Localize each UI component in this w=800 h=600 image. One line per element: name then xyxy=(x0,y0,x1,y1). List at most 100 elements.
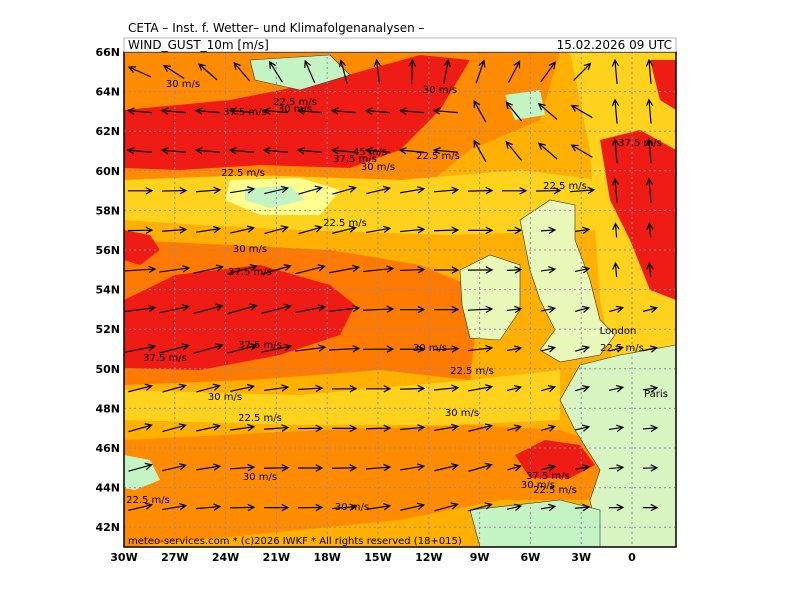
wind-arrow xyxy=(645,137,654,164)
wind-arrows xyxy=(124,58,659,512)
wind-arrow xyxy=(541,345,557,353)
wind-arrow xyxy=(400,463,426,471)
wind-arrow xyxy=(330,146,357,155)
wind-arrow xyxy=(193,343,224,354)
wind-arrow xyxy=(263,424,290,432)
contour-label: 37.5 m/s xyxy=(143,353,187,364)
wind-arrow xyxy=(124,265,157,274)
wind-arrow xyxy=(540,266,557,274)
lon-label: 3W xyxy=(571,551,591,564)
wind-arrow xyxy=(475,59,486,84)
wind-arrow xyxy=(507,384,523,393)
wind-arrow xyxy=(128,502,153,511)
lat-label: 64N xyxy=(95,86,120,99)
contour-label: 37.5 m/s xyxy=(526,471,570,482)
wind-arrow xyxy=(162,423,187,433)
wind-arrow xyxy=(330,107,357,115)
wind-arrow xyxy=(366,225,392,234)
wind-arrow xyxy=(196,463,222,471)
contour-label: 22.5 m/s xyxy=(600,343,644,354)
wind-arrow xyxy=(162,502,188,511)
wind-arrow xyxy=(608,424,625,432)
wind-arrow xyxy=(261,303,292,314)
wind-arrow xyxy=(365,424,392,432)
wind-arrow xyxy=(298,464,324,472)
lat-label: 60N xyxy=(95,165,120,178)
wind-arrow xyxy=(331,464,358,472)
wind-arrow xyxy=(297,384,324,393)
wind-arrow xyxy=(443,58,451,84)
contour-label: 37.5 m/s xyxy=(618,138,662,149)
contour-label: 22.5 m/s xyxy=(273,97,317,108)
wind-arrow xyxy=(126,107,153,115)
contour-label: 22.5 m/s xyxy=(126,495,170,506)
contour-label: 22.5 m/s xyxy=(238,413,282,424)
wind-arrow xyxy=(507,60,521,83)
wind-arrow xyxy=(159,304,190,314)
wind-arrow xyxy=(434,502,459,512)
wind-arrow xyxy=(195,186,222,195)
wind-arrow xyxy=(230,383,256,392)
contour-label: 30 m/s xyxy=(361,162,395,173)
wind-arrow xyxy=(128,462,153,472)
wind-arrow xyxy=(537,102,558,120)
wind-arrow xyxy=(264,384,290,392)
wind-arrow xyxy=(228,146,255,155)
wind-arrow xyxy=(261,343,292,353)
contour-label: 30 m/s xyxy=(278,104,312,115)
wind-arrow xyxy=(295,344,327,352)
wind-arrow xyxy=(264,185,289,195)
lat-label: 50N xyxy=(95,363,120,376)
wind-arrow xyxy=(127,66,152,78)
wind-arrow xyxy=(609,345,625,353)
wind-arrow xyxy=(230,225,255,234)
contour-label: 22.5 m/s xyxy=(416,151,460,162)
wind-arrow xyxy=(467,186,494,195)
wind-arrow xyxy=(193,264,224,274)
wind-arrow xyxy=(398,107,425,115)
wind-arrow xyxy=(507,424,523,432)
wind-arrow xyxy=(329,264,361,274)
wind-arrow xyxy=(507,345,523,353)
wind-arrow xyxy=(332,225,357,234)
wind-arrow xyxy=(296,146,323,155)
wind-arrow xyxy=(608,464,625,472)
header-bar xyxy=(123,37,677,53)
wind-arrow xyxy=(128,187,154,195)
wind-arrow xyxy=(297,424,324,433)
wind-arrow xyxy=(363,265,395,273)
wind-arrow xyxy=(162,383,187,393)
wind-arrow xyxy=(229,463,256,472)
contour-label: 30 m/s xyxy=(166,79,200,90)
wind-arrow xyxy=(642,503,659,512)
wind-arrow xyxy=(227,303,258,315)
wind-arrow xyxy=(159,265,191,273)
lat-label: 48N xyxy=(95,402,120,415)
wind-arrow xyxy=(297,503,324,512)
parameter: WIND_GUST_10m [m/s] xyxy=(128,38,269,52)
contour-label: 37.5 m/s xyxy=(228,267,272,278)
wind-arrow xyxy=(400,502,425,511)
wind-arrow xyxy=(197,63,218,81)
wind-arrow xyxy=(646,261,654,278)
wind-arrow xyxy=(467,305,494,314)
wind-arrow xyxy=(298,225,323,235)
wind-arrow xyxy=(230,186,256,194)
lon-label: 6W xyxy=(521,551,541,564)
wind-arrow xyxy=(233,61,251,82)
wind-arrow xyxy=(196,423,222,432)
wind-arrow xyxy=(434,423,460,432)
contour-label: 22.5 m/s xyxy=(533,485,577,496)
wind-arrow xyxy=(159,343,190,354)
wind-arrow xyxy=(468,502,493,512)
wind-arrow xyxy=(338,59,348,84)
wind-arrow xyxy=(575,266,591,274)
wind-arrow xyxy=(507,503,523,511)
place-label: London xyxy=(600,326,637,337)
wind-arrow xyxy=(193,303,224,315)
wind-arrow xyxy=(328,345,361,353)
wind-arrow xyxy=(573,62,592,81)
wind-arrow xyxy=(642,384,659,393)
contour-label: 30 m/s xyxy=(335,502,369,513)
